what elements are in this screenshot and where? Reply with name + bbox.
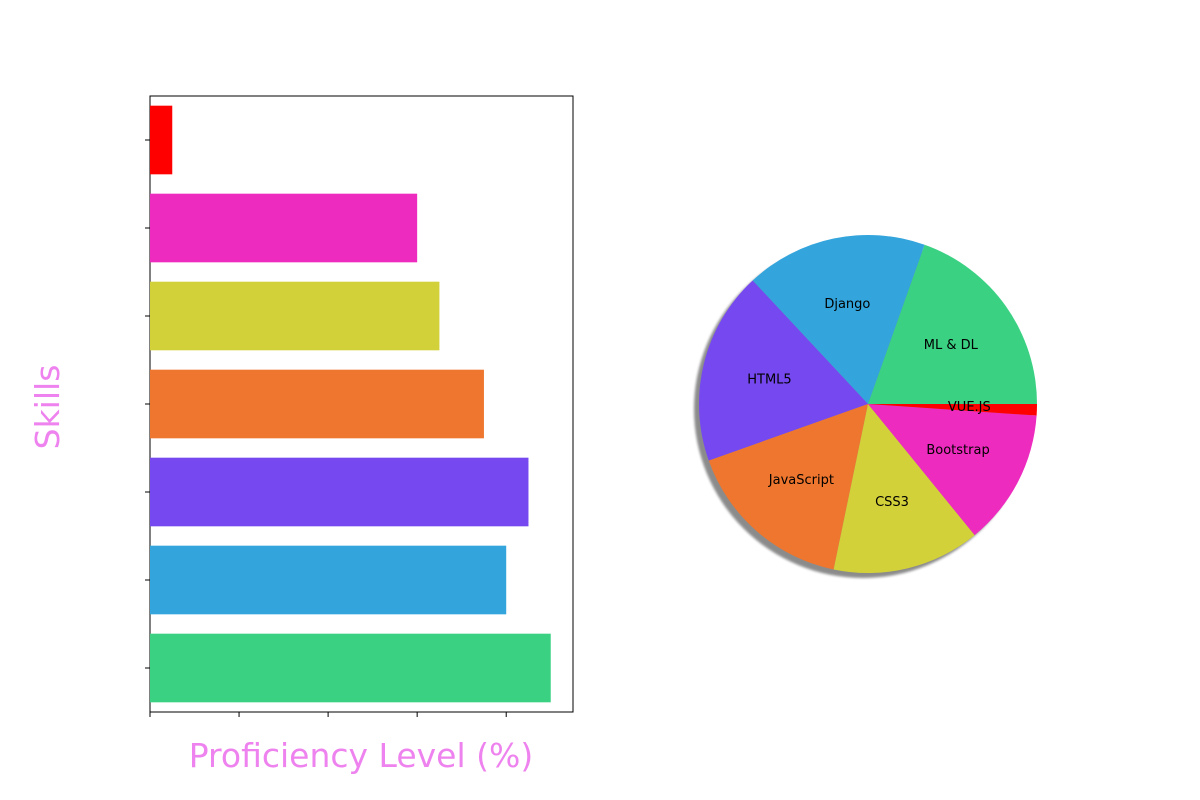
pie-slice-label: CSS3 xyxy=(875,495,909,510)
bar-chart: Proficiency Level (%) Skills xyxy=(28,95,574,775)
pie-slice xyxy=(868,404,1037,416)
pie-chart: ML & DL Django HTML5 JavaScript CSS3 Bootstra… xyxy=(694,234,1037,578)
pie-slice xyxy=(833,404,975,573)
pie-slice-label: Django xyxy=(824,297,870,312)
pie-slice-label: Bootstrap xyxy=(926,443,989,458)
bar xyxy=(150,193,418,263)
pie-slice-label: JavaScript xyxy=(768,473,834,488)
pie-slice xyxy=(868,244,1037,404)
pie-slice-label: HTML5 xyxy=(747,372,791,387)
pie-slice xyxy=(708,404,868,570)
pie-slice xyxy=(868,404,1037,536)
pie-slice-label: VUE.JS xyxy=(948,400,991,415)
bar xyxy=(150,369,484,439)
bar xyxy=(150,105,173,175)
bar xyxy=(150,281,440,351)
pie-slice xyxy=(752,234,925,404)
pie-slice-label: ML & DL xyxy=(924,338,979,353)
bar xyxy=(150,545,507,615)
pie-slice xyxy=(698,280,868,461)
bar xyxy=(150,457,529,527)
x-axis-label: Proficiency Level (%) xyxy=(189,736,534,775)
bar xyxy=(150,633,551,703)
y-axis-label: Skills xyxy=(28,365,67,450)
